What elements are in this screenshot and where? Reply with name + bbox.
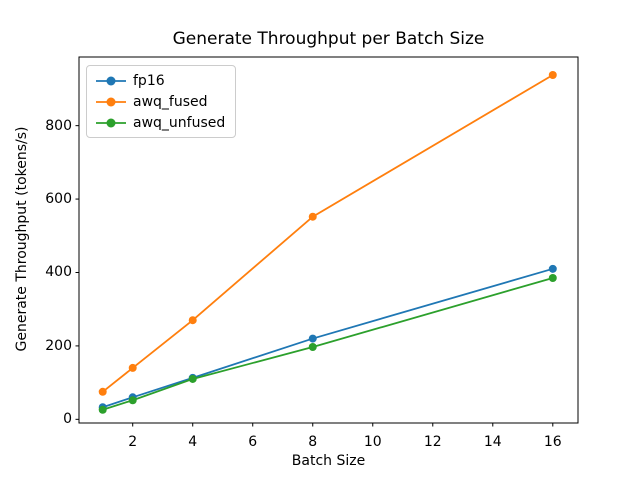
data-point-fp16 [308,334,317,343]
data-point-awq_fused [308,212,317,221]
y-axis-label: Generate Throughput (tokens/s) [14,126,30,352]
data-point-awq_unfused [128,396,137,405]
legend-entry-awq-fused: awq_fused [95,91,225,112]
data-point-fp16 [548,264,557,273]
legend-entry-awq-unfused: awq_unfused [95,112,225,133]
data-point-awq_fused [188,316,197,325]
axes-spines [78,56,579,424]
line-marker-icon [96,97,126,106]
legend: fp16 awq_fused awq_unfused [86,65,237,138]
series-line-awq_unfused [102,277,554,411]
x-tick-label: 4 [188,434,198,450]
data-point-awq_unfused [308,343,317,352]
legend-entry-fp16: fp16 [95,70,225,91]
y-tick-label: 0 [63,411,72,428]
data-point-awq_fused [98,387,107,396]
data-point-awq_fused [128,363,137,372]
line-marker-icon [96,76,126,85]
y-tick-label: 400 [45,264,72,281]
data-point-awq_unfused [98,405,107,414]
x-tick-label: 8 [308,434,318,450]
x-tick-label: 14 [483,434,502,450]
y-tick-label: 600 [45,191,72,208]
data-point-awq_unfused [188,374,197,383]
legend-label-fp16: fp16 [133,72,165,89]
y-tick-label: 800 [45,117,72,134]
x-axis-label: Batch Size [291,453,366,469]
x-tick-label: 12 [423,434,442,450]
x-tick-label: 16 [543,434,562,450]
legend-label-awq-fused: awq_fused [133,93,208,110]
x-tick-label: 10 [363,434,382,450]
x-tick-label: 6 [248,434,258,450]
chart-title: Generate Throughput per Batch Size [172,29,485,49]
y-tick-label: 200 [45,337,72,354]
x-tick-label: 2 [128,434,138,450]
data-point-awq_unfused [548,273,557,282]
legend-label-awq-unfused: awq_unfused [133,114,226,131]
line-marker-icon [96,118,126,127]
data-point-awq_fused [548,70,557,79]
